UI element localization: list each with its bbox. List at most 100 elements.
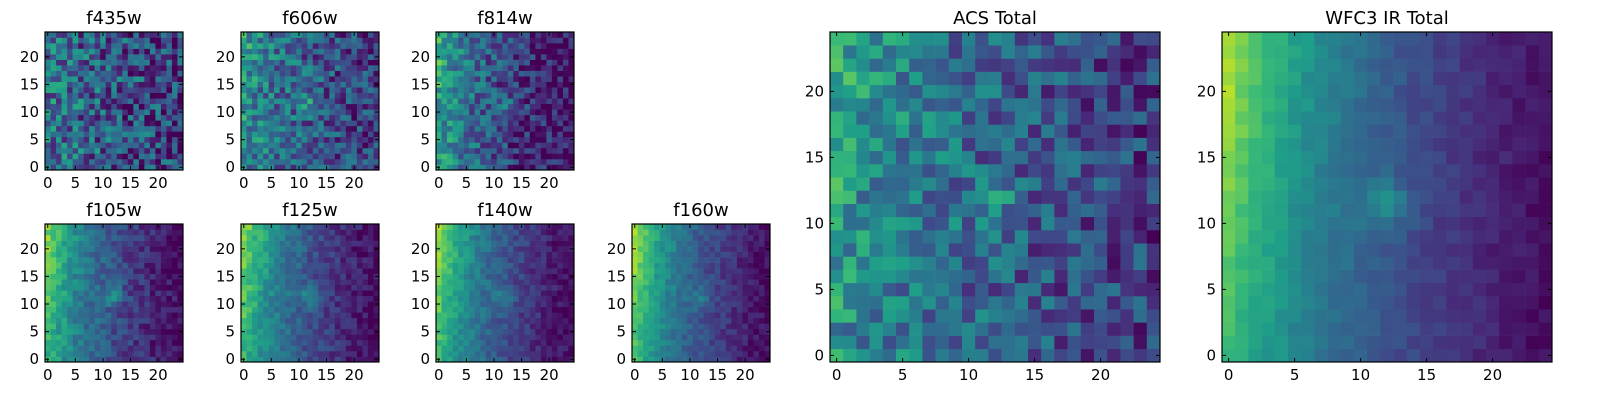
heatmap-cell bbox=[764, 251, 771, 258]
heatmap-cell bbox=[436, 323, 442, 330]
heatmap-cell bbox=[362, 65, 369, 71]
heatmap-cell bbox=[474, 109, 481, 116]
heatmap-cell bbox=[529, 59, 536, 66]
heatmap-cell bbox=[312, 147, 319, 154]
heatmap-cell bbox=[1094, 203, 1108, 218]
heatmap-cell bbox=[351, 257, 358, 263]
heatmap-cell bbox=[1028, 216, 1042, 231]
heatmap-cell bbox=[518, 109, 525, 116]
heatmap-cell bbox=[480, 301, 486, 308]
heatmap-cell bbox=[518, 323, 525, 330]
heatmap-cell bbox=[458, 229, 464, 236]
heatmap-cell bbox=[436, 92, 442, 99]
heatmap-cell bbox=[133, 142, 140, 149]
heatmap-cell bbox=[312, 59, 319, 66]
heatmap-cell bbox=[252, 268, 258, 274]
heatmap-cell bbox=[116, 284, 123, 291]
heatmap-cell bbox=[323, 229, 330, 236]
heatmap-cell bbox=[94, 65, 101, 71]
heatmap-cell bbox=[524, 37, 531, 44]
heatmap-cell bbox=[362, 246, 369, 252]
heatmap-cell bbox=[452, 131, 459, 138]
heatmap-cell bbox=[356, 109, 363, 116]
heatmap-cell bbox=[111, 54, 118, 60]
heatmap-cell bbox=[753, 257, 760, 263]
heatmap-cell bbox=[89, 98, 95, 105]
heatmap-cell bbox=[764, 317, 771, 324]
heatmap-cell bbox=[351, 317, 358, 324]
heatmap-cell bbox=[356, 59, 363, 66]
heatmap-cell bbox=[551, 345, 558, 352]
heatmap-cell bbox=[89, 87, 95, 94]
heatmap-cell bbox=[513, 273, 520, 280]
heatmap-cell bbox=[144, 334, 151, 341]
heatmap-cell bbox=[100, 70, 107, 77]
heatmap-cell bbox=[632, 317, 638, 324]
heatmap-cell bbox=[290, 32, 297, 38]
heatmap-cell bbox=[133, 235, 140, 241]
heatmap-cell bbox=[67, 76, 73, 82]
heatmap-cell bbox=[540, 295, 547, 302]
heatmap-cell bbox=[45, 98, 51, 105]
heatmap-cell bbox=[362, 70, 369, 77]
heatmap-cell bbox=[948, 190, 963, 204]
heatmap-cell bbox=[67, 312, 73, 319]
heatmap-cell bbox=[263, 158, 269, 165]
heatmap-cell bbox=[356, 153, 363, 160]
heatmap-cells bbox=[45, 32, 184, 171]
heatmap-cell bbox=[340, 295, 347, 302]
heatmap-cell bbox=[496, 142, 503, 149]
heatmap-cell bbox=[94, 279, 101, 286]
heatmap-cell bbox=[843, 309, 857, 323]
heatmap-cell bbox=[345, 142, 352, 149]
heatmap-cell bbox=[67, 339, 73, 346]
heatmap-cell bbox=[301, 32, 308, 38]
heatmap-cell bbox=[274, 114, 280, 121]
heatmap-cell bbox=[1001, 177, 1016, 191]
heatmap-cell bbox=[507, 70, 514, 77]
heatmap-cell bbox=[502, 125, 509, 132]
heatmap-cell bbox=[160, 70, 167, 77]
heatmap-cell bbox=[687, 323, 694, 330]
heatmap-cell bbox=[681, 273, 688, 280]
heatmap-cell bbox=[318, 345, 325, 352]
heatmap-cell bbox=[513, 131, 520, 138]
heatmap-cell bbox=[241, 345, 247, 352]
heatmap-cell bbox=[241, 120, 247, 127]
heatmap-cell bbox=[546, 147, 553, 154]
heatmap-cell bbox=[551, 153, 558, 160]
heatmap-cell bbox=[144, 54, 151, 60]
heatmap-cell bbox=[502, 32, 509, 38]
heatmap-cell bbox=[703, 317, 710, 324]
heatmap-cell bbox=[362, 32, 369, 38]
heatmap-cell bbox=[155, 125, 162, 132]
heatmap-cell bbox=[643, 240, 649, 247]
heatmap-cell bbox=[540, 59, 547, 66]
heatmap-cell bbox=[436, 65, 442, 71]
heatmap-cell bbox=[149, 136, 156, 143]
heatmap-cell bbox=[540, 158, 547, 165]
heatmap-cell bbox=[307, 306, 314, 313]
heatmap-cell bbox=[670, 273, 677, 280]
heatmap-cell bbox=[252, 136, 258, 143]
heatmap-cell bbox=[61, 142, 68, 149]
heatmap-cell bbox=[166, 147, 173, 154]
heatmap-cell bbox=[155, 235, 162, 241]
heatmap-cell bbox=[122, 32, 129, 38]
heatmap-cell bbox=[474, 131, 481, 138]
heatmap-cell bbox=[676, 350, 682, 357]
x-tick-label: 20 bbox=[149, 174, 168, 192]
heatmap-cell bbox=[149, 147, 156, 154]
heatmap-cell bbox=[758, 350, 765, 357]
heatmap-cell bbox=[67, 114, 73, 121]
heatmap-cell bbox=[463, 98, 470, 105]
heatmap-cell bbox=[540, 240, 547, 247]
heatmap-cell bbox=[703, 229, 710, 236]
heatmap-cell bbox=[1133, 164, 1148, 178]
heatmap-cell bbox=[122, 48, 129, 55]
heatmap-cell bbox=[507, 345, 514, 352]
heatmap-cell bbox=[632, 257, 638, 263]
heatmap-cell bbox=[458, 273, 464, 280]
heatmap-cell bbox=[474, 262, 481, 269]
heatmap-cell bbox=[753, 235, 760, 241]
